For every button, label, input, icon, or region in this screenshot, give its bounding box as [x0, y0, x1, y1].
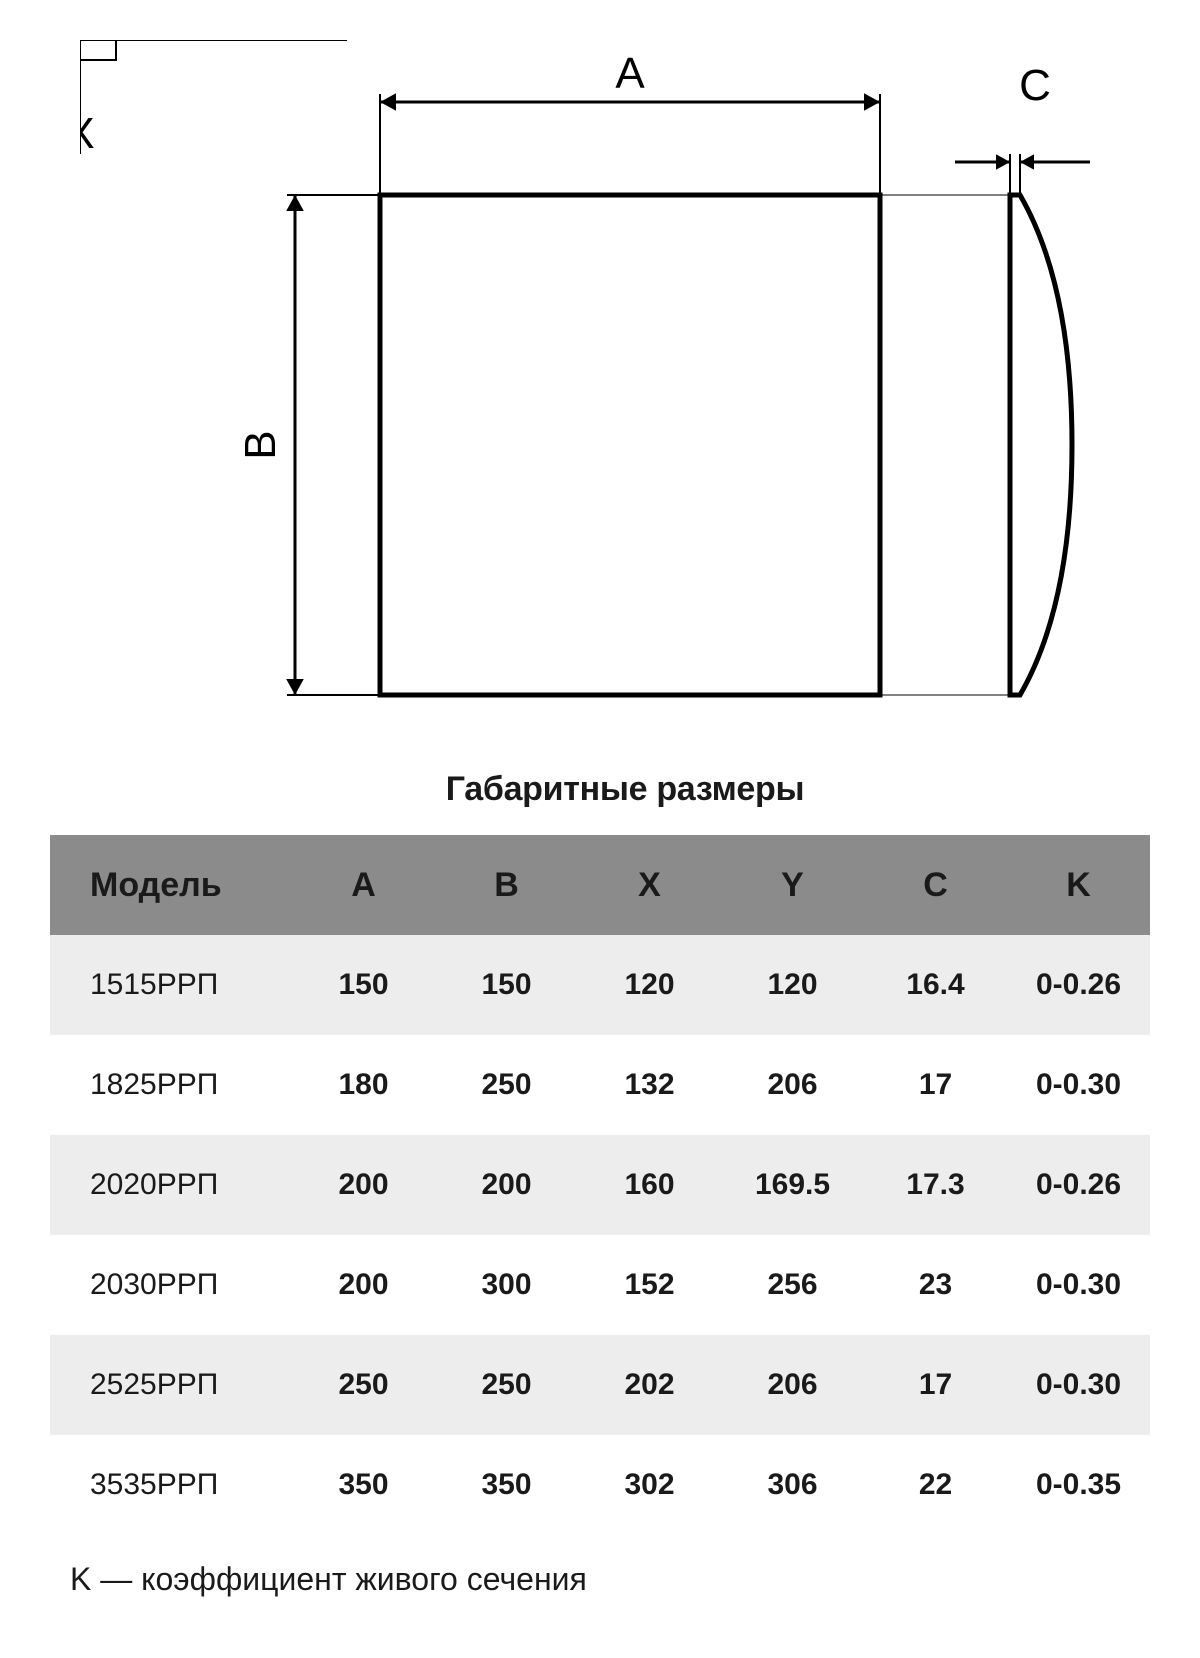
cell-value: 22 — [864, 1435, 1007, 1535]
cell-value: 180 — [292, 1035, 435, 1135]
cell-value: 17.3 — [864, 1135, 1007, 1235]
col-header-model: Модель — [50, 835, 292, 935]
cell-value: 206 — [721, 1035, 864, 1135]
svg-text:C: C — [1019, 61, 1051, 110]
svg-text:Y: Y — [320, 40, 349, 50]
table-row: 2525РРП250250202206170-0.30 — [50, 1335, 1150, 1435]
cell-model: 1515РРП — [50, 935, 292, 1035]
cell-value: 0-0.26 — [1007, 1135, 1150, 1235]
cell-value: 23 — [864, 1235, 1007, 1335]
cell-value: 17 — [864, 1335, 1007, 1435]
col-header-B: B — [435, 835, 578, 935]
col-header-A: A — [292, 835, 435, 935]
cell-value: 350 — [435, 1435, 578, 1535]
footnote-text: K — коэффициент живого сечения — [70, 1561, 1150, 1598]
cell-value: 150 — [292, 935, 435, 1035]
svg-text:X: X — [80, 109, 95, 158]
cell-model: 2020РРП — [50, 1135, 292, 1235]
cell-value: 350 — [292, 1435, 435, 1535]
cell-value: 306 — [721, 1435, 864, 1535]
cell-value: 160 — [578, 1135, 721, 1235]
cell-value: 16.4 — [864, 935, 1007, 1035]
cell-value: 17 — [864, 1035, 1007, 1135]
cell-value: 200 — [435, 1135, 578, 1235]
cell-value: 300 — [435, 1235, 578, 1335]
cell-value: 0-0.35 — [1007, 1435, 1150, 1535]
col-header-Y: Y — [721, 835, 864, 935]
table-row: 2020РРП200200160169.517.30-0.26 — [50, 1135, 1150, 1235]
cell-model: 2030РРП — [50, 1235, 292, 1335]
table-row: 3535РРП350350302306220-0.35 — [50, 1435, 1150, 1535]
cell-value: 0-0.26 — [1007, 935, 1150, 1035]
col-header-C: C — [864, 835, 1007, 935]
cell-model: 3535РРП — [50, 1435, 292, 1535]
cell-value: 200 — [292, 1235, 435, 1335]
col-header-X: X — [578, 835, 721, 935]
cell-value: 250 — [292, 1335, 435, 1435]
table-row: 1515РРП15015012012016.40-0.26 — [50, 935, 1150, 1035]
table-row: 1825РРП180250132206170-0.30 — [50, 1035, 1150, 1135]
svg-text:A: A — [615, 49, 645, 98]
cell-value: 202 — [578, 1335, 721, 1435]
cell-value: 0-0.30 — [1007, 1335, 1150, 1435]
tech-drawing: A X B Y C — [50, 40, 1150, 760]
cell-value: 120 — [721, 935, 864, 1035]
cell-model: 1825РРП — [50, 1035, 292, 1135]
diagram-caption: Габаритные размеры — [50, 770, 1150, 809]
cell-value: 120 — [578, 935, 721, 1035]
cell-value: 169.5 — [721, 1135, 864, 1235]
cell-value: 256 — [721, 1235, 864, 1335]
cell-value: 132 — [578, 1035, 721, 1135]
col-header-K: K — [1007, 835, 1150, 935]
cell-value: 302 — [578, 1435, 721, 1535]
cell-value: 200 — [292, 1135, 435, 1235]
svg-text:B: B — [236, 430, 285, 459]
dimensions-table: МодельABXYCK 1515РРП15015012012016.40-0.… — [50, 835, 1150, 1535]
cell-value: 0-0.30 — [1007, 1035, 1150, 1135]
table-header-row: МодельABXYCK — [50, 835, 1150, 935]
cell-value: 250 — [435, 1335, 578, 1435]
cell-value: 150 — [435, 935, 578, 1035]
table-row: 2030РРП200300152256230-0.30 — [50, 1235, 1150, 1335]
cell-value: 206 — [721, 1335, 864, 1435]
cell-value: 0-0.30 — [1007, 1235, 1150, 1335]
cell-value: 250 — [435, 1035, 578, 1135]
cell-value: 152 — [578, 1235, 721, 1335]
cell-model: 2525РРП — [50, 1335, 292, 1435]
